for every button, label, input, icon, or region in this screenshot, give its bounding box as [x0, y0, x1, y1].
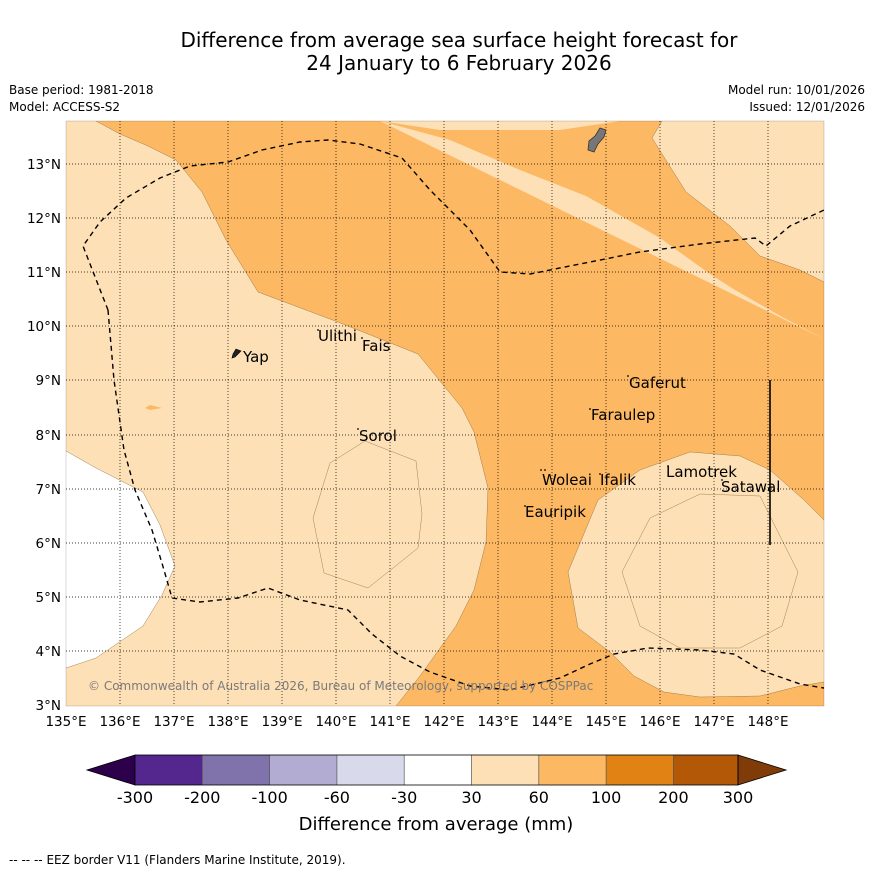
colorbar-segment: [135, 755, 203, 785]
colorbar-tick: 300: [723, 788, 754, 807]
lon-tick: 145°E: [585, 714, 626, 730]
island-markers: [317, 329, 723, 507]
lon-tick: 139°E: [261, 714, 302, 730]
lon-tick: 137°E: [153, 714, 194, 730]
lat-tick: 9°N: [36, 373, 61, 389]
colorbar-segment: [404, 755, 472, 785]
colorbar-segment: [606, 755, 674, 785]
lon-tick: 146°E: [639, 714, 680, 730]
lon-tick: 143°E: [477, 714, 518, 730]
place-label-ulithi: Ulithi: [318, 327, 357, 345]
colorbar-tick: 200: [658, 788, 689, 807]
yap-island-icon: [231, 348, 242, 359]
place-label-woleai: Woleai: [542, 471, 592, 489]
colorbar-label: Difference from average (mm): [299, 814, 574, 835]
colorbar-segment: [673, 755, 738, 785]
colorbar-tick: -200: [184, 788, 220, 807]
lat-tick: 5°N: [36, 590, 61, 606]
map-title-line2: 24 January to 6 February 2026: [306, 51, 612, 75]
place-label-gaferut: Gaferut: [629, 374, 686, 392]
lat-tick: 12°N: [27, 211, 61, 227]
eez-border: [82, 139, 824, 691]
lon-tick: 141°E: [369, 714, 410, 730]
contour-band-60-100: [145, 405, 162, 410]
colorbar-tick: -30: [391, 788, 417, 807]
colorbar-tick: -60: [324, 788, 350, 807]
place-label-ifalik: Ifalik: [600, 471, 636, 489]
colorbar-tick: 30: [461, 788, 481, 807]
colorbar-segment: [269, 755, 337, 785]
lon-tick: 144°E: [531, 714, 572, 730]
issued-label: Issued: 12/01/2026: [749, 100, 865, 114]
eez-legend: -- -- -- EEZ border V11 (Flanders Marine…: [9, 853, 346, 868]
lon-tick: 136°E: [99, 714, 140, 730]
map-title-line1: Difference from average sea surface heig…: [180, 28, 738, 52]
lon-tick: 148°E: [747, 714, 788, 730]
lat-tick: 4°N: [36, 644, 61, 660]
model-run-label: Model run: 10/01/2026: [727, 83, 865, 97]
map-gridlines: [66, 121, 824, 706]
colorbar-segment: [202, 755, 270, 785]
contour-band-60-100: [96, 121, 824, 706]
colorbar-tick: 100: [591, 788, 622, 807]
copyright-notice: © Commonwealth of Australia 2026, Bureau…: [88, 679, 593, 693]
lon-tick: 142°E: [423, 714, 464, 730]
colorbar-tick: 60: [529, 788, 549, 807]
place-label-satawal: Satawal: [721, 478, 780, 496]
lat-axis: 13°N 12°N 11°N 10°N 9°N 8°N 7°N 6°N 5°N …: [27, 157, 61, 714]
colorbar-dividers: [201, 755, 674, 785]
colorbar-tick: -100: [251, 788, 287, 807]
place-label-fais: Fais: [362, 337, 391, 355]
lon-tick: 147°E: [693, 714, 734, 730]
lat-tick: 7°N: [36, 482, 61, 498]
contour-lines: [66, 121, 824, 706]
eez-legend-symbol: -- -- --: [9, 853, 43, 867]
lon-tick: 140°E: [315, 714, 356, 730]
model-label: Model: ACCESS-S2: [9, 100, 121, 114]
base-period-label: Base period: 1981-2018: [9, 83, 154, 97]
place-label-faraulep: Faraulep: [591, 406, 655, 424]
colorbar-segment: [471, 755, 539, 785]
lon-axis: 135°E 136°E 137°E 138°E 139°E 140°E 141°…: [45, 714, 788, 730]
lat-tick: 3°N: [36, 698, 61, 714]
lat-tick: 13°N: [27, 157, 61, 173]
place-label-eauripik: Eauripik: [525, 503, 586, 521]
place-label-lamotrek: Lamotrek: [666, 463, 737, 481]
lon-tick: 138°E: [207, 714, 248, 730]
contour-band-60-100: [96, 121, 824, 339]
lat-tick: 8°N: [36, 428, 61, 444]
lat-tick: 10°N: [27, 319, 61, 335]
place-label-yap: Yap: [242, 348, 269, 366]
lat-tick: 11°N: [27, 265, 61, 281]
lon-tick: 135°E: [45, 714, 86, 730]
guam-island-icon: [587, 127, 607, 153]
eez-legend-text: EEZ border V11 (Flanders Marine Institut…: [46, 853, 346, 867]
colorbar-frame: [134, 754, 739, 786]
colorbar-under-triangle: [85, 754, 136, 786]
colorbar-over-triangle: [737, 754, 788, 786]
colorbar: -300 -200 -100 -60 -30 30 60 100 200 300…: [85, 754, 788, 835]
map-frame: [65, 120, 825, 707]
colorbar-segment: [336, 755, 405, 785]
lat-tick: 6°N: [36, 536, 61, 552]
map-plot-area: Ulithi Fais Yap Gaferut Faraulep Sorol W…: [66, 121, 824, 706]
place-label-sorol: Sorol: [359, 427, 397, 445]
colorbar-segment: [538, 755, 607, 785]
colorbar-tick: -300: [117, 788, 153, 807]
